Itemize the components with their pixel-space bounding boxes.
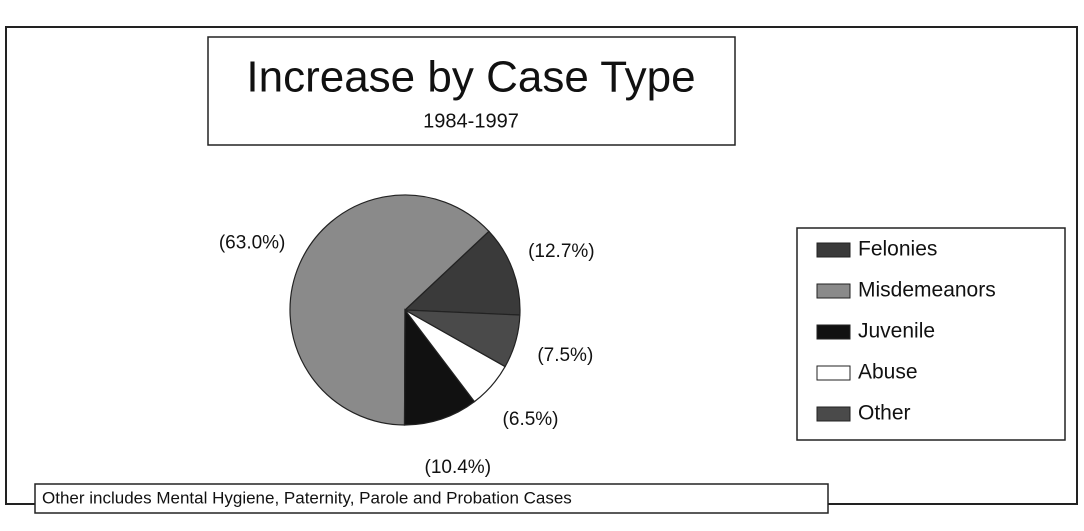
pie-slice (404, 309, 521, 368)
pie-slice (289, 194, 490, 426)
legend-swatch (816, 242, 851, 258)
data-label: (63.0%) (219, 232, 286, 253)
legend-label: Misdemeanors (858, 279, 996, 302)
data-label: (7.5%) (537, 345, 593, 366)
pie-slice (403, 308, 476, 426)
chart-title: Increase by Case Type (246, 53, 695, 102)
legend-label: Juvenile (858, 320, 935, 343)
annotation-box (34, 483, 829, 514)
pie-slice (403, 230, 521, 316)
legend-swatch (816, 406, 851, 422)
legend-swatch (816, 283, 851, 299)
title-box (207, 36, 736, 146)
data-label: (6.5%) (503, 409, 559, 430)
legend-label: Other (858, 402, 911, 425)
legend-label: Felonies (858, 238, 937, 261)
legend-swatch (816, 365, 851, 381)
annotation: Other includes Mental Hygiene, Paternity… (42, 488, 572, 507)
data-label: (12.7%) (528, 241, 595, 262)
data-label: (10.4%) (425, 457, 492, 478)
legend-swatch (816, 324, 851, 340)
legend-label: Abuse (858, 361, 918, 384)
chart-subtitle: 1984-1997 (423, 110, 519, 132)
